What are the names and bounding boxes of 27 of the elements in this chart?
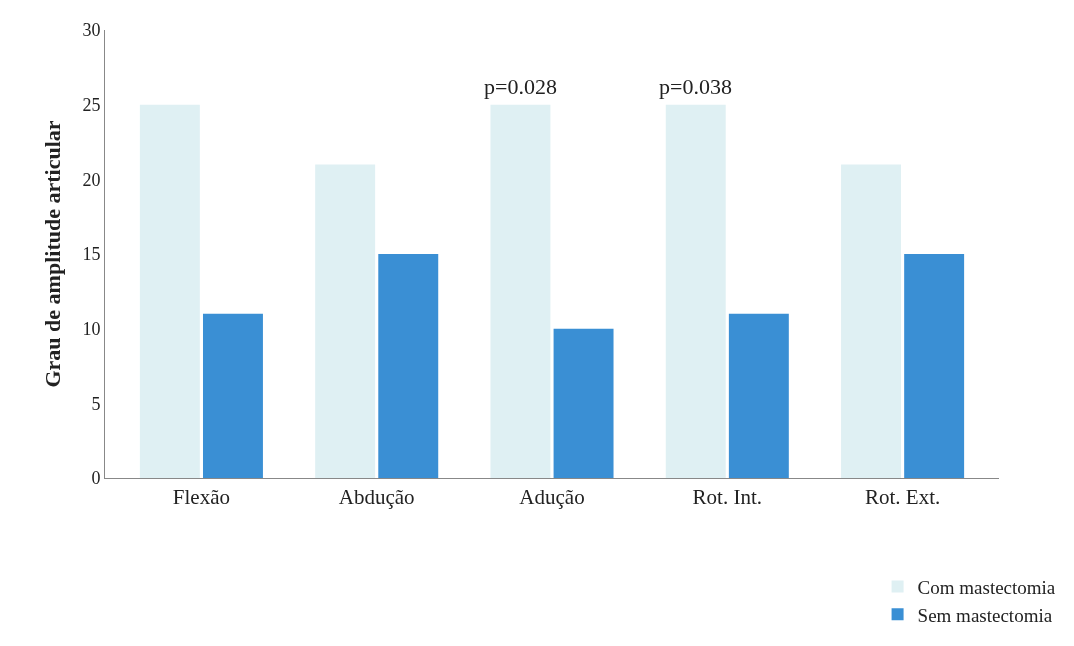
- y-tick-label: 15: [82, 244, 101, 265]
- y-tick-label: 5: [91, 393, 101, 414]
- y-tick-label: 25: [82, 94, 101, 115]
- bar: [904, 254, 965, 478]
- bar: [553, 328, 614, 478]
- bar: [202, 313, 263, 478]
- x-tick-label: Flexão: [172, 485, 230, 510]
- legend-label: Com mastectomia: [917, 576, 1056, 598]
- y-tick-label: 20: [82, 169, 101, 190]
- bar: [139, 104, 200, 478]
- y-tick-label: 10: [82, 318, 101, 339]
- y-axis-title: Grau de amplitude articular: [40, 120, 66, 388]
- bar: [490, 104, 551, 478]
- legend-label: Sem mastectomia: [917, 604, 1053, 626]
- y-tick-label: 30: [82, 20, 101, 41]
- bar: [315, 164, 376, 478]
- y-tick-label: 0: [91, 468, 101, 489]
- bar: [378, 254, 439, 478]
- bar: [728, 313, 789, 478]
- bar: [841, 164, 902, 478]
- x-tick-label: Rot. Int.: [692, 485, 762, 510]
- annotation: p=0.038: [659, 74, 732, 99]
- bar: [665, 104, 726, 478]
- x-tick-label: Rot. Ext.: [864, 485, 941, 510]
- x-tick-label: Abdução: [338, 485, 415, 510]
- x-tick-label: Adução: [519, 485, 585, 510]
- annotation: p=0.028: [484, 74, 557, 99]
